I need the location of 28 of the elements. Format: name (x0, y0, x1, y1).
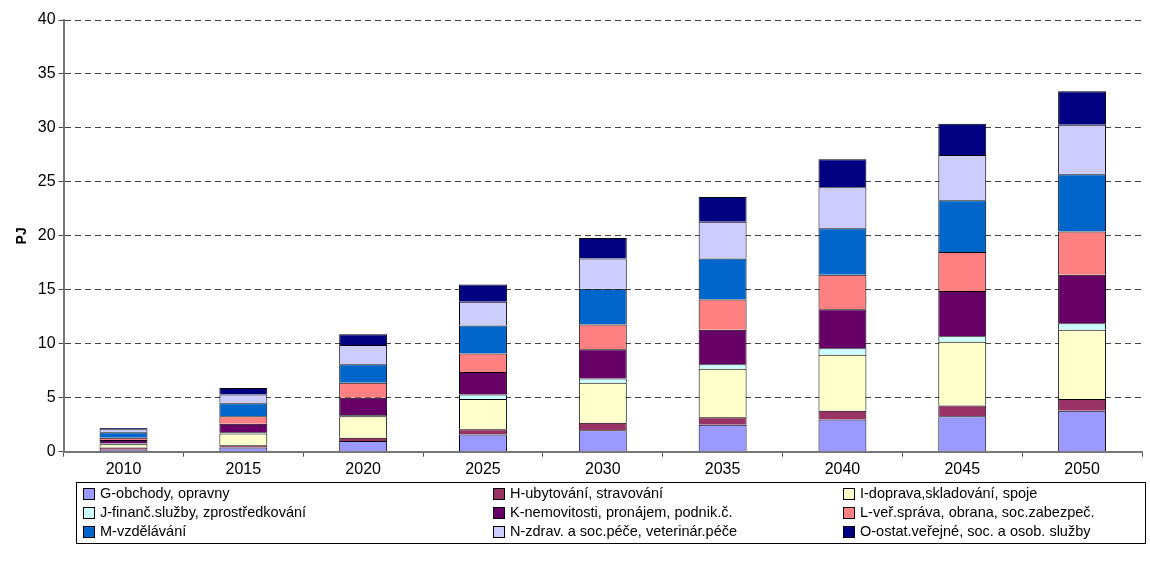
legend-label: L-veř.správa, obrana, soc.zabezpeč. (860, 503, 1095, 522)
y-tick-label: 0 (46, 442, 56, 460)
x-tick-label: 2015 (225, 459, 262, 477)
x-tick-label: 2040 (824, 459, 861, 477)
legend-label: M-vzdělávání (100, 522, 187, 541)
y-tick-label: 15 (37, 280, 56, 298)
legend-label: I-doprava,skladování, spoje (860, 484, 1038, 503)
x-tick-label: 2050 (1064, 459, 1100, 477)
y-tick-label: 35 (37, 64, 56, 82)
legend-label: H-ubytování, stravování (510, 484, 664, 503)
y-tick-label: 5 (46, 388, 56, 406)
y-tick-label: 25 (37, 172, 56, 190)
legend-label: K-nemovitosti, pronájem, podnik.č. (510, 503, 733, 522)
x-tick-label: 2020 (345, 459, 382, 477)
y-tick-label: 10 (37, 334, 56, 352)
x-tick-label: 2010 (105, 459, 142, 477)
legend-label: N-zdrav. a soc.péče, veterinár.péče (510, 522, 738, 541)
legend-label: G-obchody, opravny (100, 484, 230, 503)
y-tick-label: 30 (37, 118, 56, 136)
x-tick-label: 2030 (585, 459, 621, 477)
x-tick-label: 2045 (944, 459, 981, 477)
x-tick-label: 2035 (704, 459, 741, 477)
y-tick-label: 40 (37, 10, 56, 28)
x-tick-label: 2025 (465, 459, 501, 477)
y-tick-label: 20 (37, 226, 56, 244)
legend-label: J-finanč.služby, zprostředkování (100, 503, 307, 522)
legend-label: O-ostat.veřejné, soc. a osob. služby (860, 522, 1091, 541)
y-axis-title: PJ (13, 227, 30, 245)
